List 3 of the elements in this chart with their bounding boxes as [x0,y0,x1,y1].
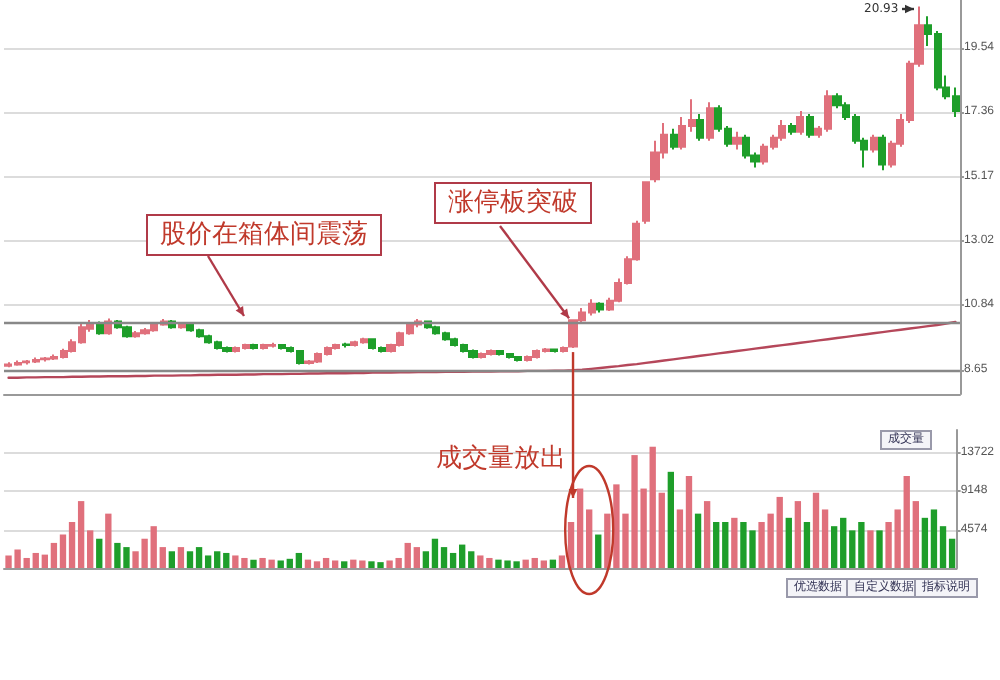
annotation: 成交量放出 [436,444,566,474]
annotation: 涨停板突破 [434,182,592,224]
annotation: 股价在箱体间震荡 [146,214,382,256]
